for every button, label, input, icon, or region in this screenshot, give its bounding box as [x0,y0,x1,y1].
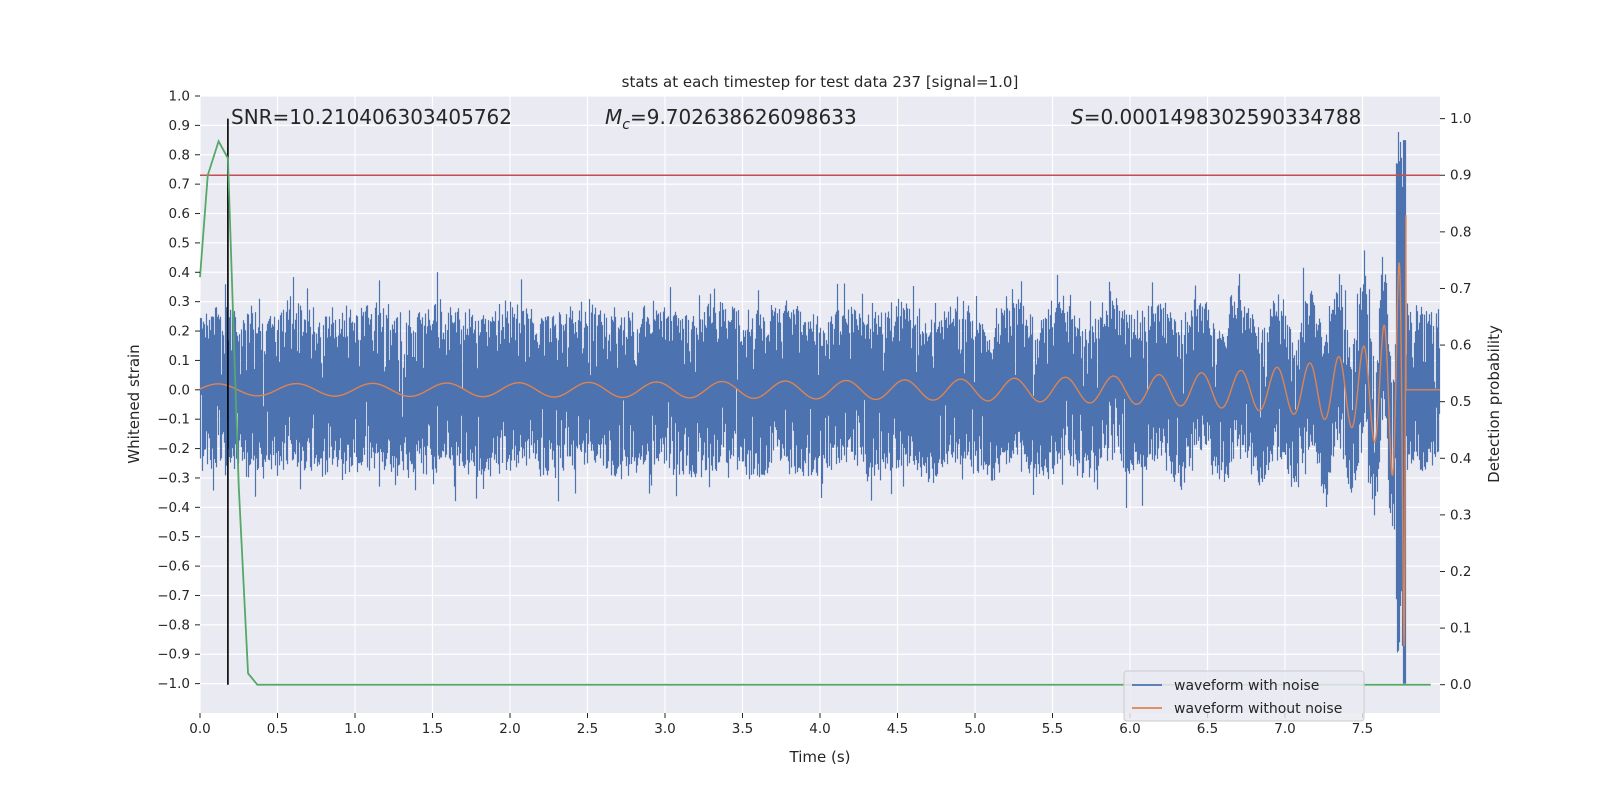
x-tick-label: 0.5 [267,721,288,737]
y-right-tick-label: 0.1 [1450,621,1471,637]
y-left-tick-label: 0.2 [169,324,190,340]
y-left-tick-label: 0.5 [169,235,190,251]
y-left-tick-label: −0.5 [157,529,190,545]
x-tick-label: 3.5 [732,721,753,737]
y-left-tick-label: −0.8 [157,617,190,633]
x-tick-label: 6.0 [1119,721,1140,737]
y-left-tick-label: −0.1 [157,412,190,428]
x-tick-label: 5.5 [1042,721,1063,737]
y-left-tick-label: 1.0 [169,89,190,105]
legend-label-with-noise: waveform with noise [1174,678,1319,694]
x-tick-label: 6.5 [1197,721,1218,737]
y-left-tick-label: 0.4 [169,265,190,281]
mc-symbol: M [605,105,622,129]
y-right-tick-label: 0.8 [1450,224,1471,240]
y-right-tick-label: 0.2 [1450,564,1471,580]
y-left-tick-label: −0.7 [157,588,190,604]
x-tick-label: 3.0 [654,721,675,737]
y-right-tick-label: 0.3 [1450,507,1471,523]
y-right-tick-label: 1.0 [1450,111,1471,127]
legend-box [1123,670,1365,722]
mc-value: =9.702638626098633 [630,105,857,129]
y-right-tick-label: 0.7 [1450,281,1471,297]
y-left-tick-label: −0.3 [157,470,190,486]
chirp-mass-annotation: Mc=9.702638626098633 [605,105,857,133]
y-left-tick-label: 0.9 [169,118,190,134]
chart-title: stats at each timestep for test data 237… [622,73,1019,91]
x-tick-label: 1.5 [422,721,443,737]
mc-subscript: c [622,117,630,133]
s-value: =0.0001498302590334788 [1084,105,1362,129]
axes-layer: 0.0 0.5 1.0 1.5 2.0 2.5 3.0 3.5 4.0 4.5 5.0 5.5 6.0 6… [157,89,1471,738]
y-left-tick-label: 0.3 [169,294,190,310]
y-left-tick-label: 0.8 [169,147,190,163]
y-right-tick-label: 0.0 [1450,677,1471,693]
y-left-tick-label: −0.2 [157,441,190,457]
y-axis-right-label: Detection probability [1485,325,1503,483]
y-right-tick-label: 0.9 [1450,168,1471,184]
y-left-tick-label: 0.6 [169,206,190,222]
y-left-tick-label: −1.0 [157,676,190,692]
x-tick-label: 7.5 [1352,721,1373,737]
x-tick-label: 2.0 [499,721,520,737]
s-symbol: S [1071,105,1084,129]
s-annotation: S=0.0001498302590334788 [1071,105,1361,129]
x-tick-label: 4.0 [809,721,830,737]
y-axis-left-label: Whitened strain [125,344,143,463]
x-tick-label: 0.0 [189,721,210,737]
y-right-tick-label: 0.6 [1450,338,1471,354]
x-tick-label: 5.0 [964,721,985,737]
x-tick-label: 4.5 [887,721,908,737]
x-tick-label: 2.5 [577,721,598,737]
y-left-tick-label: −0.9 [157,647,190,663]
x-tick-label: 7.0 [1274,721,1295,737]
x-axis-label: Time (s) [789,748,851,766]
y-left-tick-label: 0.0 [169,382,190,398]
snr-annotation: SNR=10.210406303405762 [231,105,512,129]
y-left-tick-label: 0.1 [169,353,190,369]
series-waveform-without-noise [199,215,1440,647]
y-left-tick-label: 0.7 [169,177,190,193]
y-left-tick-label: −0.4 [157,500,190,516]
legend-label-without-noise: waveform without noise [1174,701,1342,717]
legend: waveform with noise waveform without noi… [1123,670,1365,722]
y-right-tick-label: 0.4 [1450,451,1471,467]
y-right-tick-label: 0.5 [1450,394,1471,410]
x-tick-label: 1.0 [344,721,365,737]
y-left-tick-label: −0.6 [157,559,190,575]
